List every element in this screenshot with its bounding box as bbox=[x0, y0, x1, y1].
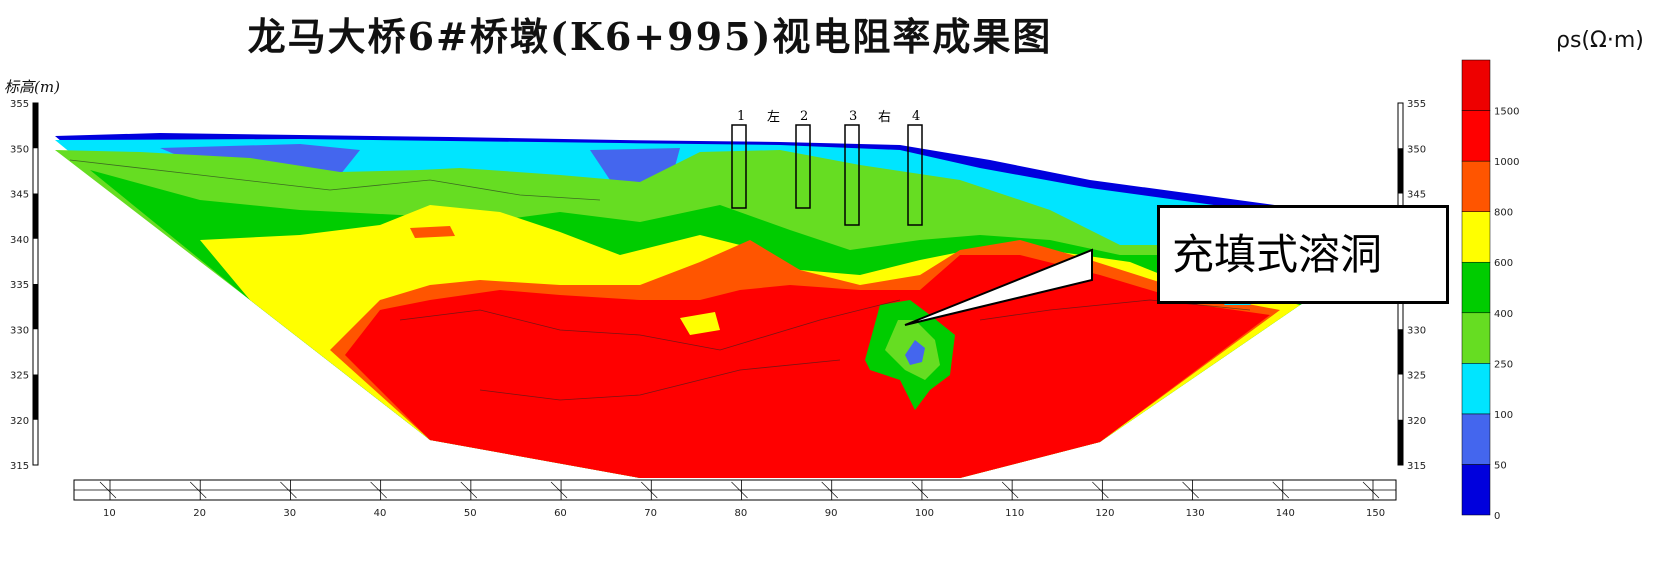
colorbar-band bbox=[1461, 59, 1491, 111]
pier-label-3: 3 bbox=[849, 109, 857, 124]
colorbar-band bbox=[1461, 110, 1491, 162]
band-pocket-1 bbox=[160, 144, 360, 175]
x-tick-label: 20 bbox=[193, 508, 206, 519]
y-tick-label-right: 315 bbox=[1407, 461, 1426, 472]
colorbar-tick-label: 0 bbox=[1494, 511, 1500, 522]
left-axis-segment bbox=[33, 103, 38, 149]
band-mid-pocket bbox=[680, 312, 720, 335]
x-tick-slash bbox=[190, 481, 207, 499]
x-tick-label: 100 bbox=[915, 508, 934, 519]
colorbar-tick-label: 1000 bbox=[1494, 157, 1519, 168]
x-tick-slash bbox=[821, 481, 838, 499]
resistivity-bands bbox=[55, 133, 1400, 478]
x-tick-label: 130 bbox=[1186, 508, 1205, 519]
colorbar-band bbox=[1461, 211, 1491, 263]
pier-label-left: 左 bbox=[767, 110, 780, 125]
x-tick-label: 90 bbox=[825, 508, 838, 519]
x-tick-slash bbox=[550, 481, 568, 499]
pier-2 bbox=[795, 124, 811, 209]
left-axis-segment bbox=[33, 284, 38, 330]
right-axis-segment bbox=[1398, 329, 1403, 375]
left-elevation-axis: 355 350 345 340 335 330 325 320 315 bbox=[10, 99, 39, 472]
left-axis-segment bbox=[33, 374, 38, 420]
x-tick-slash bbox=[641, 481, 658, 499]
colorbar-band bbox=[1461, 413, 1491, 465]
colorbar-tick-label: 1500 bbox=[1494, 107, 1519, 118]
pier-label-1: 1 bbox=[737, 109, 745, 124]
y-tick-label-right: 355 bbox=[1407, 99, 1426, 110]
pier-1 bbox=[731, 124, 747, 209]
colorbar-band bbox=[1461, 261, 1491, 314]
colorbar-tick-label: 50 bbox=[1494, 460, 1507, 471]
x-tick-label: 30 bbox=[283, 508, 296, 519]
x-tick-slash bbox=[280, 481, 297, 499]
y-tick-label-left: 335 bbox=[10, 280, 29, 291]
y-axis-label: 标高(m) bbox=[4, 78, 60, 96]
x-tick-slash bbox=[1272, 481, 1289, 499]
x-tick-label: 70 bbox=[644, 508, 657, 519]
y-tick-label-right: 330 bbox=[1407, 325, 1426, 336]
band-highest bbox=[345, 255, 1270, 478]
callout-pointer bbox=[904, 248, 1093, 326]
colorbar-tick-label: 800 bbox=[1494, 208, 1513, 219]
x-tick-label: 80 bbox=[735, 508, 748, 519]
colorbar-tick-label: 400 bbox=[1494, 309, 1513, 320]
x-tick-label: 40 bbox=[374, 508, 387, 519]
y-tick-label-right: 350 bbox=[1407, 144, 1426, 155]
x-tick-label: 120 bbox=[1095, 508, 1114, 519]
colorbar-band bbox=[1461, 160, 1491, 212]
chart-title: 龙马大桥6#桥墩(K6+995)视电阻率成果图 bbox=[247, 14, 1053, 59]
y-tick-label-left: 315 bbox=[10, 461, 29, 472]
x-tick-slash bbox=[460, 481, 478, 499]
cavity-core bbox=[905, 340, 925, 365]
pier-label-right: 右 bbox=[878, 110, 891, 125]
y-tick-label-left: 345 bbox=[10, 190, 29, 201]
colorbar-unit-label: ρs(Ω·m) bbox=[1556, 28, 1644, 53]
colorbar-band bbox=[1461, 312, 1491, 364]
pier-label-2: 2 bbox=[800, 109, 808, 124]
x-tick-slash bbox=[911, 481, 929, 499]
x-tick-slash bbox=[1092, 481, 1109, 499]
x-tick-slash bbox=[1182, 481, 1199, 499]
left-axis-segment bbox=[33, 193, 38, 239]
x-tick-label: 110 bbox=[1005, 508, 1024, 519]
x-tick-slash bbox=[1001, 481, 1019, 499]
pier-3 bbox=[844, 124, 860, 226]
y-tick-label-left: 330 bbox=[10, 325, 29, 336]
y-tick-label-left: 320 bbox=[10, 416, 29, 427]
colorbar-band bbox=[1461, 464, 1491, 516]
y-tick-label-right: 320 bbox=[1407, 416, 1426, 427]
x-tick-label: 60 bbox=[554, 508, 567, 519]
x-tick-slash bbox=[1362, 481, 1380, 499]
piers bbox=[731, 124, 923, 226]
right-axis-segment bbox=[1398, 148, 1403, 194]
colorbar: 0 50 100 250 400 600 800 1000 1500 bbox=[1461, 59, 1519, 522]
right-axis-segment bbox=[1398, 419, 1403, 465]
x-tick-slash bbox=[99, 481, 117, 499]
y-tick-label-left: 325 bbox=[10, 371, 29, 382]
y-tick-label-right: 325 bbox=[1407, 371, 1426, 382]
pier-labels: 1 左 2 3 右 4 bbox=[737, 109, 920, 125]
y-tick-label-left: 340 bbox=[10, 235, 29, 246]
x-tick-label: 10 bbox=[103, 508, 116, 519]
y-tick-label-left: 350 bbox=[10, 144, 29, 155]
x-tick-label: 140 bbox=[1276, 508, 1295, 519]
colorbar-tick-label: 600 bbox=[1494, 258, 1513, 269]
pier-label-4: 4 bbox=[912, 109, 920, 124]
y-tick-label-left: 355 bbox=[10, 99, 29, 110]
y-tick-label-right: 345 bbox=[1407, 190, 1426, 201]
cavity-callout: 充填式溶洞 bbox=[1157, 205, 1449, 304]
x-tick-slash bbox=[370, 481, 387, 499]
pier-4 bbox=[907, 124, 923, 226]
contour-lines bbox=[69, 159, 1251, 401]
x-tick-label: 150 bbox=[1366, 508, 1385, 519]
colorbar-tick-label: 250 bbox=[1494, 359, 1513, 370]
colorbar-band bbox=[1461, 363, 1491, 415]
x-tick-slash bbox=[731, 481, 748, 499]
distance-axis: 10 20 30 40 50 60 70 80 90 100 110 120 130 140 150 bbox=[73, 479, 1397, 519]
x-tick-label: 50 bbox=[464, 508, 477, 519]
band-high-pocket bbox=[410, 226, 455, 238]
colorbar-tick-label: 100 bbox=[1494, 410, 1513, 421]
